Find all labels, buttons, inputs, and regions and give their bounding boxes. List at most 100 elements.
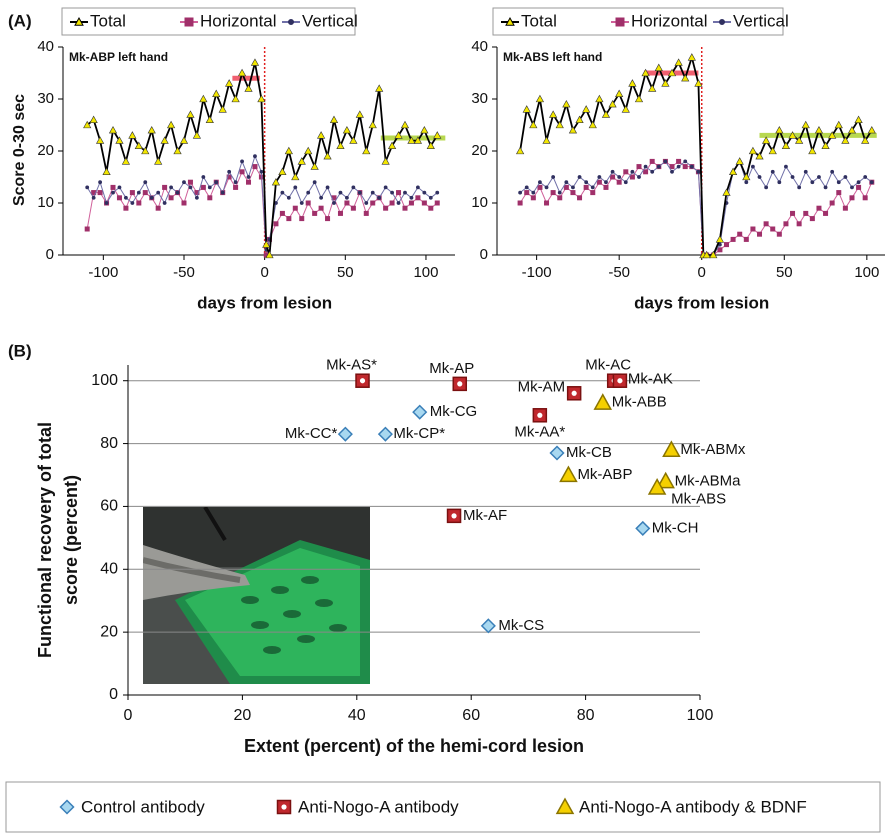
- marker-square: [350, 205, 356, 211]
- marker-triangle: [847, 125, 857, 134]
- marker-dot: [810, 180, 815, 185]
- marker-dot: [751, 164, 755, 169]
- marker-triangle: [420, 125, 429, 134]
- marker-dot: [571, 185, 575, 190]
- marker-triangle: [656, 471, 675, 489]
- marker-square: [305, 200, 311, 206]
- point-label: Mk-CH: [652, 519, 699, 536]
- marker-dot: [577, 175, 582, 179]
- marker-dot: [557, 190, 562, 195]
- marker-dot: [830, 169, 835, 174]
- marker-triangle: [755, 151, 764, 160]
- series-line: [519, 54, 873, 256]
- marker-triangle: [555, 120, 564, 129]
- legend-frame: [61, 7, 356, 36]
- marker-square: [682, 164, 688, 170]
- marker-dot: [396, 201, 401, 205]
- marker-triangle: [387, 141, 397, 149]
- marker-triangle: [74, 16, 84, 26]
- marker-triangle: [608, 99, 617, 108]
- marker-dot: [863, 175, 868, 179]
- marker-dot: [770, 169, 775, 174]
- marker-dot: [617, 175, 622, 179]
- marker-triangle: [262, 240, 271, 248]
- y-tick-label: 20: [100, 623, 118, 640]
- marker-inner: [571, 390, 577, 396]
- marker-square: [187, 179, 193, 185]
- marker-square: [181, 200, 187, 206]
- x-axis-label: days from lesion: [197, 293, 332, 312]
- marker-dot: [843, 175, 848, 179]
- marker-triangle: [265, 250, 274, 259]
- marker-square: [563, 184, 569, 190]
- marker-triangle: [166, 120, 176, 129]
- x-tick-label: -50: [608, 264, 630, 281]
- marker-dot: [518, 190, 523, 195]
- marker-dot: [551, 175, 556, 179]
- marker-dot: [564, 180, 569, 185]
- marker-triangle: [413, 136, 423, 144]
- marker-square: [856, 184, 862, 190]
- marker-triangle: [89, 115, 98, 123]
- marker-square: [557, 195, 563, 201]
- marker-square: [279, 210, 285, 216]
- marker-triangle: [231, 94, 240, 103]
- marker-dot: [332, 201, 336, 205]
- marker-dot: [422, 190, 427, 195]
- marker-triangle: [342, 125, 352, 134]
- marker-triangle: [821, 141, 830, 149]
- legend-label: Horizontal: [200, 11, 277, 30]
- x-tick-label: 0: [698, 264, 706, 281]
- marker-triangle: [244, 84, 253, 92]
- y-tick-label: 40: [100, 561, 118, 578]
- marker-dot: [524, 185, 529, 190]
- legend-label: Total: [90, 11, 126, 30]
- marker-diamond: [635, 520, 651, 536]
- marker-dot: [325, 185, 330, 190]
- x-axis-label: Extent (percent) of the hemi-cord lesion: [244, 736, 584, 756]
- marker-triangle: [349, 136, 358, 144]
- marker-square: [318, 205, 324, 211]
- marker-dot: [757, 175, 762, 179]
- marker-triangle: [115, 136, 124, 144]
- marker-dot: [169, 185, 173, 190]
- y-tick-label: 40: [37, 38, 54, 55]
- marker-dot: [544, 185, 549, 190]
- marker-square: [325, 216, 331, 222]
- marker-diamond: [412, 404, 428, 420]
- marker-dot: [194, 195, 199, 200]
- marker-dot: [143, 180, 148, 185]
- marker-square: [849, 195, 855, 201]
- marker-triangle: [535, 94, 545, 103]
- marker-triangle: [128, 131, 137, 139]
- marker-dot: [111, 190, 115, 195]
- marker-dot: [623, 180, 628, 185]
- y-tick-label: 20: [471, 142, 488, 159]
- marker-square: [344, 200, 350, 206]
- marker-triangle: [529, 120, 538, 129]
- marker-dot: [817, 175, 821, 179]
- legend-label: Total: [521, 11, 557, 30]
- marker-dot: [240, 159, 244, 164]
- y-tick-label: 100: [91, 372, 118, 389]
- marker-triangle: [83, 120, 92, 129]
- marker-dot: [288, 19, 294, 25]
- marker-square: [669, 164, 675, 170]
- marker-triangle: [647, 478, 667, 495]
- marker-dot: [823, 185, 828, 190]
- marker-square: [836, 190, 842, 196]
- marker-triangle: [284, 146, 293, 155]
- marker-triangle: [788, 131, 797, 139]
- point-label: Mk-CG: [430, 403, 478, 420]
- panel-title: Mk-ABP left hand: [69, 50, 168, 64]
- x-tick-label: 100: [854, 264, 879, 281]
- marker-square: [312, 210, 318, 216]
- marker-square: [434, 200, 440, 206]
- marker-dot: [201, 175, 206, 179]
- marker-inner: [359, 378, 366, 384]
- y-tick-label: 10: [471, 194, 488, 211]
- marker-inner: [457, 381, 463, 387]
- point-label: Mk-CB: [566, 444, 612, 461]
- marker-dot: [156, 190, 161, 195]
- marker-triangle: [516, 146, 525, 155]
